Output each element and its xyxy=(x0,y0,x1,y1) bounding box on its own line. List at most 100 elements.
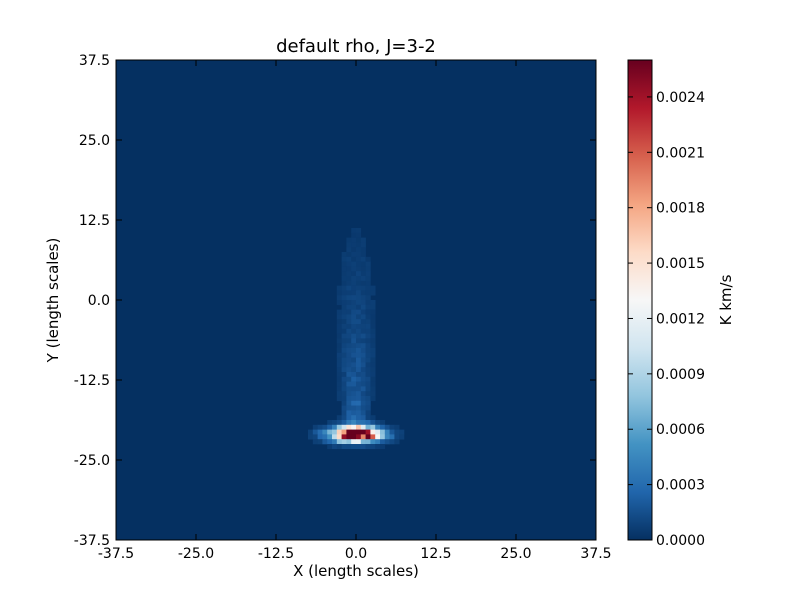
heatmap-cell xyxy=(341,343,347,349)
heatmap-cell xyxy=(356,247,362,253)
heatmap-cell xyxy=(380,434,386,440)
heatmap-cell xyxy=(346,420,352,426)
heatmap-cell xyxy=(341,372,347,378)
heatmap-cell xyxy=(341,357,347,363)
heatmap-cell xyxy=(351,376,357,382)
heatmap-cell xyxy=(336,429,342,435)
heatmap-cells xyxy=(308,228,405,450)
heatmap-cell xyxy=(365,314,371,320)
heatmap-cell xyxy=(360,357,366,363)
heatmap-cell xyxy=(370,367,376,373)
heatmap-cell xyxy=(351,228,357,234)
heatmap-cell xyxy=(346,391,352,397)
heatmap-cell xyxy=(360,376,366,382)
heatmap-cell xyxy=(346,328,352,334)
heatmap-cell xyxy=(394,424,400,430)
x-tick-label: 37.5 xyxy=(580,546,611,562)
heatmap-cell xyxy=(365,328,371,334)
heatmap-cell xyxy=(365,439,371,445)
heatmap-cell xyxy=(346,343,352,349)
heatmap-cell xyxy=(394,439,400,445)
heatmap-cell xyxy=(341,271,347,277)
heatmap-cell xyxy=(341,309,347,315)
heatmap-cell xyxy=(365,429,371,435)
heatmap-cell xyxy=(341,376,347,382)
heatmap-cell xyxy=(380,429,386,435)
heatmap-cell xyxy=(341,304,347,310)
heatmap-cell xyxy=(370,362,376,368)
heatmap-cell xyxy=(341,290,347,296)
heatmap-cell xyxy=(360,338,366,344)
y-tick-label: 12.5 xyxy=(79,213,110,229)
heatmap-cell xyxy=(356,415,362,421)
heatmap-cell xyxy=(332,420,338,426)
heatmap-cell xyxy=(360,242,366,248)
heatmap-cell xyxy=(365,391,371,397)
heatmap-cell xyxy=(365,300,371,306)
heatmap-cell xyxy=(356,252,362,258)
heatmap-cell xyxy=(317,424,323,430)
heatmap-cell xyxy=(336,324,342,330)
heatmap-cell xyxy=(341,400,347,406)
heatmap-cell xyxy=(356,348,362,354)
heatmap-cell xyxy=(322,424,328,430)
heatmap-cell xyxy=(327,434,333,440)
heatmap-cell xyxy=(370,343,376,349)
heatmap-cell xyxy=(336,444,342,450)
heatmap-cell xyxy=(360,328,366,334)
heatmap-cell xyxy=(370,319,376,325)
heatmap-cell xyxy=(365,424,371,430)
y-tick-label: 0.0 xyxy=(88,293,110,309)
heatmap-cell xyxy=(346,434,352,440)
heatmap-cell xyxy=(370,376,376,382)
heatmap-cell xyxy=(322,439,328,445)
heatmap-cell xyxy=(317,439,323,445)
heatmap-cell xyxy=(351,242,357,248)
heatmap-cell xyxy=(336,328,342,334)
heatmap-cell xyxy=(336,381,342,387)
heatmap-cell xyxy=(360,367,366,373)
heatmap-cell xyxy=(365,324,371,330)
heatmap-cell xyxy=(370,386,376,392)
heatmap-cell xyxy=(370,328,376,334)
heatmap-cell xyxy=(356,424,362,430)
heatmap-cell xyxy=(360,309,366,315)
heatmap-cell xyxy=(365,367,371,373)
heatmap-cell xyxy=(365,405,371,411)
heatmap-cell xyxy=(380,420,386,426)
heatmap-cell xyxy=(332,429,338,435)
heatmap-cell xyxy=(346,324,352,330)
heatmap-cell xyxy=(351,396,357,402)
heatmap-cell xyxy=(336,333,342,339)
heatmap-cell xyxy=(351,261,357,267)
heatmap-cell xyxy=(351,343,357,349)
heatmap-cell xyxy=(346,304,352,310)
heatmap-cell xyxy=(356,400,362,406)
colorbar-tick-label: 0.0003 xyxy=(656,478,705,494)
heatmap-cell xyxy=(341,362,347,368)
heatmap-cell xyxy=(360,314,366,320)
heatmap-cell xyxy=(336,300,342,306)
heatmap-cell xyxy=(360,276,366,282)
heatmap-cell xyxy=(351,252,357,258)
heatmap-cell xyxy=(380,424,386,430)
heatmap-cell xyxy=(365,290,371,296)
heatmap-cell xyxy=(356,343,362,349)
heatmap-cell xyxy=(351,285,357,291)
heatmap-cell xyxy=(351,352,357,358)
heatmap-cell xyxy=(384,439,390,445)
heatmap-cell xyxy=(346,333,352,339)
heatmap-cell xyxy=(384,424,390,430)
heatmap-cell xyxy=(360,295,366,301)
heatmap-cell xyxy=(365,309,371,315)
y-tick-label: -12.5 xyxy=(74,373,110,389)
heatmap-cell xyxy=(356,228,362,234)
heatmap-cell xyxy=(356,261,362,267)
heatmap-cell xyxy=(356,429,362,435)
heatmap-cell xyxy=(365,280,371,286)
heatmap-cell xyxy=(360,237,366,243)
heatmap-cell xyxy=(341,429,347,435)
heatmap-cell xyxy=(356,376,362,382)
heatmap-cell xyxy=(341,285,347,291)
heatmap-cell xyxy=(341,324,347,330)
